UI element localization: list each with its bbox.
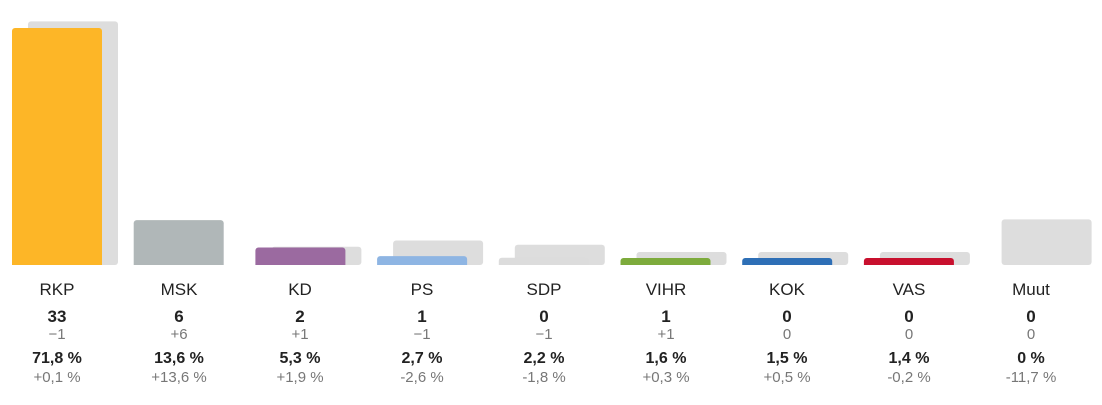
- seat-count-vas: 0: [904, 307, 914, 326]
- party-name-ps: PS: [410, 280, 434, 299]
- previous-bar-muut: [1001, 219, 1092, 265]
- vote-percent-change-ps: -2,6 %: [400, 369, 444, 386]
- party-name-sdp: SDP: [526, 280, 562, 299]
- seat-change-kd: +1: [291, 326, 309, 343]
- seat-count-muut: 0: [1026, 307, 1036, 326]
- vote-percent-kd: 5,3 %: [279, 350, 321, 367]
- seat-change-sdp: −1: [535, 326, 553, 343]
- seat-count-rkp: 33: [47, 307, 67, 326]
- vote-percent-vas: 1,4 %: [888, 350, 930, 367]
- vote-percent-kok: 1,5 %: [766, 350, 808, 367]
- vote-percent-ps: 2,7 %: [401, 350, 443, 367]
- bar-msk: [133, 220, 224, 268]
- seat-count-vihr: 1: [661, 307, 671, 326]
- party-name-kd: KD: [288, 280, 312, 299]
- bar-area: [0, 21, 1102, 270]
- seat-change-muut: 0: [1026, 326, 1036, 343]
- bar-rkp: [12, 28, 102, 268]
- baseline-mask: [0, 265, 1102, 270]
- seat-change-vas: 0: [904, 326, 914, 343]
- seat-change-rkp: −1: [48, 326, 66, 343]
- vote-percent-change-muut: -11,7 %: [1005, 369, 1057, 386]
- seat-count-kd: 2: [295, 307, 305, 326]
- party-name-vas: VAS: [892, 280, 926, 299]
- vote-percent-change-msk: +13,6 %: [151, 369, 207, 386]
- seat-change-ps: −1: [413, 326, 431, 343]
- bar-kd: [255, 247, 346, 268]
- party-name-rkp: RKP: [39, 280, 75, 299]
- seat-count-msk: 6: [174, 307, 184, 326]
- vote-percent-change-kd: +1,9 %: [276, 369, 324, 386]
- vote-percent-muut: 0 %: [1017, 350, 1045, 367]
- vote-percent-sdp: 2,2 %: [523, 350, 565, 367]
- vote-percent-vihr: 1,6 %: [645, 350, 687, 367]
- vote-percent-rkp: 71,8 %: [32, 350, 82, 367]
- seat-count-sdp: 0: [539, 307, 549, 326]
- party-name-muut: Muut: [1012, 280, 1050, 299]
- vote-percent-change-sdp: -1,8 %: [522, 369, 566, 386]
- seat-count-ps: 1: [417, 307, 427, 326]
- seat-count-kok: 0: [782, 307, 792, 326]
- vote-percent-change-vihr: +0,3 %: [642, 369, 690, 386]
- party-name-vihr: VIHR: [645, 280, 687, 299]
- seat-change-kok: 0: [782, 326, 792, 343]
- vote-percent-change-vas: -0,2 %: [887, 369, 931, 386]
- seat-change-msk: +6: [170, 326, 188, 343]
- party-name-kok: KOK: [769, 280, 805, 299]
- seat-change-vihr: +1: [657, 326, 675, 343]
- vote-percent-change-kok: +0,5 %: [763, 369, 811, 386]
- vote-percent-change-rkp: +0,1 %: [33, 369, 81, 386]
- vote-percent-msk: 13,6 %: [154, 350, 204, 367]
- party-name-msk: MSK: [160, 280, 198, 299]
